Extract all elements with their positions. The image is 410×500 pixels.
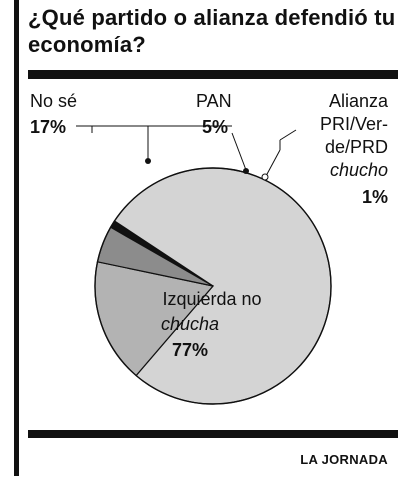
label-no-se-name: No sé — [30, 91, 77, 111]
label-izquierda-line1: Izquierda no — [162, 289, 261, 309]
label-izquierda-line2: chucha — [161, 314, 219, 334]
label-no-se-value: 17% — [30, 117, 66, 137]
label-alianza-value: 1% — [362, 187, 388, 207]
pie-outline — [94, 167, 332, 405]
label-izquierda-value: 77% — [172, 340, 208, 360]
leader-line-alianza — [265, 149, 281, 177]
label-pan-name: PAN — [196, 91, 232, 111]
label-alianza-line2: PRI/Ver- — [320, 114, 388, 134]
leader-line-alianza — [279, 129, 297, 141]
label-alianza-line1: Alianza — [329, 91, 389, 111]
leader-line-pan — [231, 132, 247, 171]
chart-title: ¿Qué partido o alianza defendió tu econo… — [28, 5, 396, 57]
label-pan-value: 5% — [202, 117, 228, 137]
source-credit: LA JORNADA — [300, 452, 388, 467]
pie-leader-lines — [76, 125, 297, 181]
leader-dot-no-se — [145, 158, 151, 164]
leader-dot-pan — [243, 168, 249, 174]
pie-slices — [94, 167, 332, 405]
label-alianza-line3: de/PRD — [325, 137, 388, 157]
left-frame-bar — [14, 0, 19, 476]
label-alianza-line4: chucho — [330, 160, 388, 180]
title-rule — [28, 70, 398, 79]
footer-rule — [28, 430, 398, 438]
leader-dot-alianza — [261, 173, 269, 181]
